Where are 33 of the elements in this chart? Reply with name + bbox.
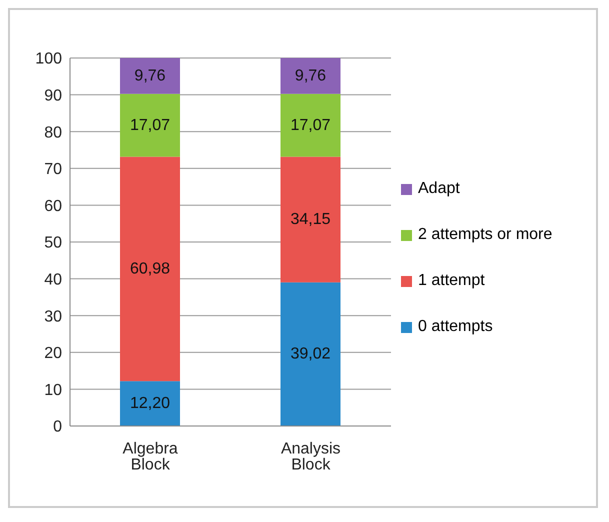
data-label: 12,20 <box>130 395 170 412</box>
bar <box>280 282 340 426</box>
y-tick-label: 60 <box>44 198 62 215</box>
legend-label: 1 attempt <box>418 272 485 290</box>
y-tick-label: 50 <box>44 234 62 252</box>
y-tick-label: 0 <box>53 418 62 436</box>
bar <box>280 156 340 282</box>
y-tick-label: 10 <box>44 382 62 399</box>
y-tick-label: 40 <box>44 271 62 288</box>
bar <box>280 94 340 157</box>
data-label: 17,07 <box>290 116 331 134</box>
y-tick-label: 70 <box>44 161 62 178</box>
bar <box>280 58 340 94</box>
data-label: 34,15 <box>290 211 331 228</box>
y-tick-label: 90 <box>44 87 62 104</box>
data-label: 17,07 <box>130 116 170 134</box>
y-tick-label: 100 <box>35 50 62 68</box>
y-tick-label: 80 <box>44 124 62 142</box>
data-label: 39,02 <box>290 346 331 363</box>
y-tick-label: 30 <box>44 308 62 326</box>
x-tick-label: Algebra Block <box>122 440 178 474</box>
y-tick-label: 20 <box>44 345 62 362</box>
data-label: 9,76 <box>134 67 166 84</box>
bar <box>120 381 180 426</box>
legend-label: Adapt <box>418 180 460 198</box>
legend-label: 2 attempts or more <box>418 226 552 244</box>
data-label: 9,76 <box>294 67 326 84</box>
bar <box>120 94 180 157</box>
bar <box>120 156 180 382</box>
legend-label: 0 attempts <box>418 318 493 336</box>
x-tick-label: Analysis Block <box>280 440 341 474</box>
bar <box>120 58 180 94</box>
data-label: 60,98 <box>130 260 170 278</box>
